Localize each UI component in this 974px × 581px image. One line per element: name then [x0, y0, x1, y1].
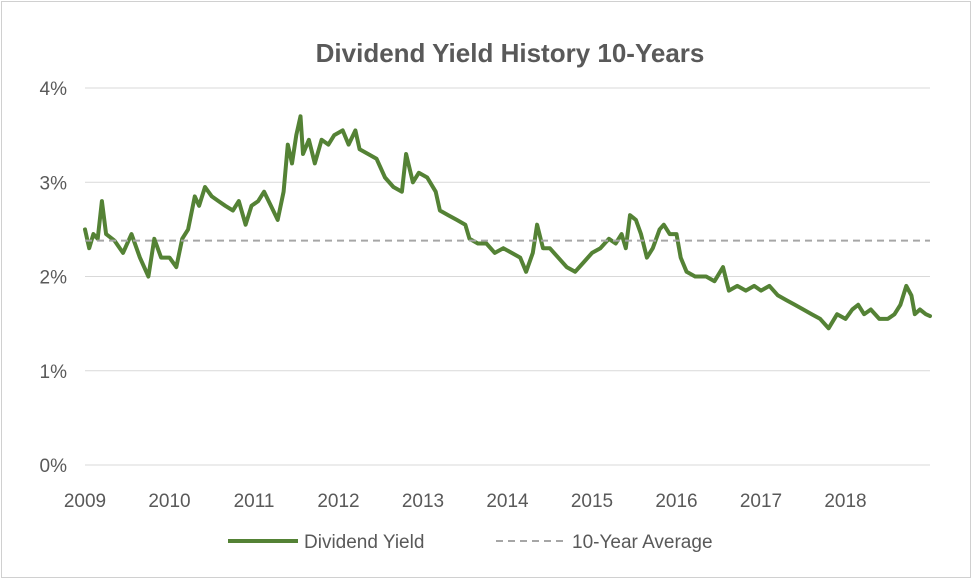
legend-label-10-year-average: 10-Year Average [572, 532, 713, 553]
x-tick-label: 2018 [824, 491, 866, 512]
legend: Dividend Yield 10-Year Average [228, 532, 713, 553]
y-tick-label: 1% [40, 362, 68, 383]
series-line-dividend-yield [85, 116, 930, 328]
x-tick-label: 2009 [64, 491, 106, 512]
legend-item-dividend-yield: Dividend Yield [228, 532, 424, 553]
chart-title: Dividend Yield History 10-Years [316, 38, 705, 68]
y-tick-label: 0% [40, 456, 68, 477]
x-tick-label: 2015 [571, 491, 613, 512]
y-tick-label: 3% [40, 173, 68, 194]
x-tick-label: 2014 [486, 491, 529, 512]
x-tick-label: 2017 [740, 491, 782, 512]
y-tick-label: 4% [40, 79, 68, 100]
x-axis-ticks: 2009 2010 2011 2012 2013 2014 2015 2016 2017 2018 [64, 491, 867, 512]
x-tick-label: 2016 [655, 491, 697, 512]
x-tick-label: 2012 [317, 491, 359, 512]
series-layer [85, 116, 930, 328]
x-tick-label: 2010 [148, 491, 190, 512]
gridlines [85, 88, 930, 371]
dividend-yield-chart: Dividend Yield History 10-Years 0% 1% 2% 3%… [0, 0, 974, 581]
x-tick-label: 2013 [402, 491, 444, 512]
y-tick-label: 2% [40, 268, 68, 289]
y-axis-ticks: 0% 1% 2% 3% 4% [40, 79, 68, 477]
x-tick-label: 2011 [234, 491, 275, 512]
legend-label-dividend-yield: Dividend Yield [304, 532, 424, 553]
legend-item-10-year-average: 10-Year Average [496, 532, 713, 553]
